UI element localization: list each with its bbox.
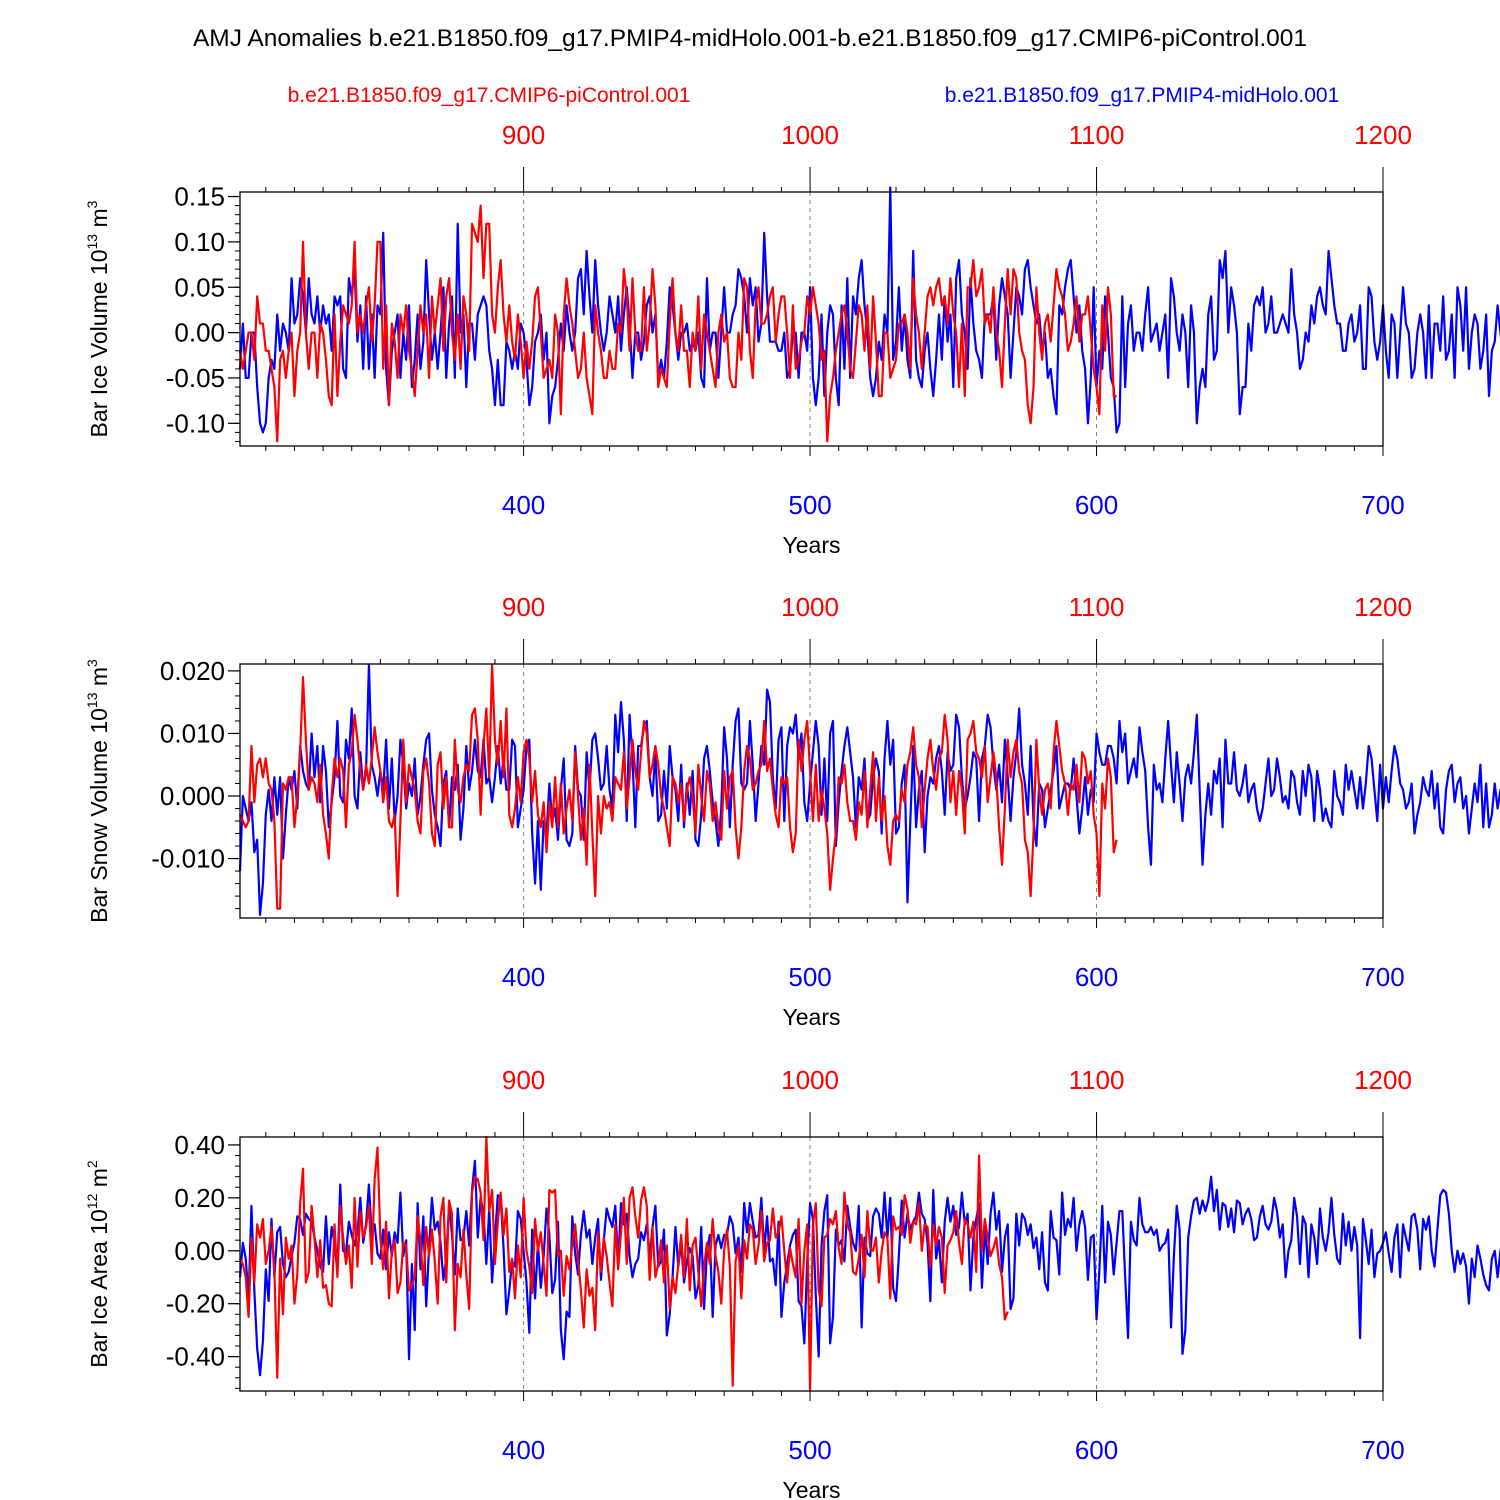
y-tick-label: 0.20 [174,1183,225,1213]
bottom-tick-label: 500 [788,962,831,992]
top-tick-label: 1000 [781,1065,839,1095]
series-line-red [238,663,1118,910]
series-line-red [238,204,1117,443]
chart-panel-1: 400 500 600 700 900 1000 1100 1200 Years -0.10 -0.… [84,120,1500,558]
y-tick-label: 0.020 [160,656,225,686]
y-tick-label: 0.05 [174,272,225,302]
bottom-tick-label: 600 [1075,1435,1118,1465]
top-tick-label: 1000 [781,120,839,150]
top-tick-label: 1100 [1069,120,1125,150]
top-tick-label: 1100 [1069,592,1125,622]
x-axis-label: Years [783,1477,841,1500]
bottom-tick-label: 700 [1361,490,1404,520]
y-tick-label: 0.10 [174,227,225,257]
bottom-tick-label: 400 [502,490,545,520]
top-tick-label: 1200 [1354,592,1412,622]
top-tick-label: 900 [502,1065,545,1095]
y-tick-label: 0.00 [174,318,225,348]
series-line-red [239,1135,1009,1393]
top-tick-label: 900 [502,120,545,150]
bottom-tick-label: 500 [788,490,831,520]
y-tick-label: 0.40 [174,1130,225,1160]
x-axis-label: Years [783,532,841,558]
y-tick-label: 0.010 [160,718,225,748]
bottom-tick-label: 400 [502,1435,545,1465]
plot-frame [239,663,1384,919]
bottom-tick-label: 600 [1075,490,1118,520]
top-tick-label: 1200 [1354,120,1412,150]
legend-label-blue: b.e21.B1850.f09_g17.PMIP4-midHolo.001 [945,84,1340,107]
plot-frame [239,191,1384,447]
y-tick-label: -0.10 [166,408,225,438]
top-tick-label: 1000 [781,592,839,622]
y-axis-label: Bar Snow Volume 1013 m3 [84,659,112,923]
y-tick-label: 0.000 [160,781,225,811]
legend-label-red: b.e21.B1850.f09_g17.CMIP6-piControl.001 [288,84,691,107]
plot-frame [239,1136,1384,1392]
figure-title: AMJ Anomalies b.e21.B1850.f09_g17.PMIP4-… [193,25,1307,52]
y-tick-label: 0.00 [174,1236,225,1266]
y-tick-label: -0.010 [151,844,225,874]
y-tick-label: -0.05 [166,363,225,393]
chart-panel-3: 400 500 600 700 900 1000 1100 1200 Years -0.40 -0.… [84,1065,1500,1500]
y-axis-label: Bar Ice Volume 1013 m3 [84,200,112,437]
top-tick-label: 1100 [1069,1065,1125,1095]
series-line-blue [238,186,1500,434]
bottom-tick-label: 500 [788,1435,831,1465]
chart-panel-2: 400 500 600 700 900 1000 1100 1200 Years -0.010 0.… [84,592,1500,1030]
series-line-blue [238,663,1500,916]
bottom-tick-label: 400 [502,962,545,992]
y-tick-label: -0.40 [166,1342,225,1372]
bottom-tick-label: 700 [1361,962,1404,992]
top-tick-label: 900 [502,592,545,622]
y-tick-label: 0.15 [174,182,225,212]
bottom-tick-label: 600 [1075,962,1118,992]
x-axis-label: Years [783,1004,841,1030]
y-tick-label: -0.20 [166,1289,225,1319]
bottom-tick-label: 700 [1361,1435,1404,1465]
top-tick-label: 1200 [1354,1065,1412,1095]
y-axis-label: Bar Ice Area 1012 m2 [84,1160,112,1368]
chart-panels: 400 500 600 700 900 1000 1100 1200 Years -0.10 -0.… [84,120,1500,1500]
series-line-blue [238,1159,1500,1377]
